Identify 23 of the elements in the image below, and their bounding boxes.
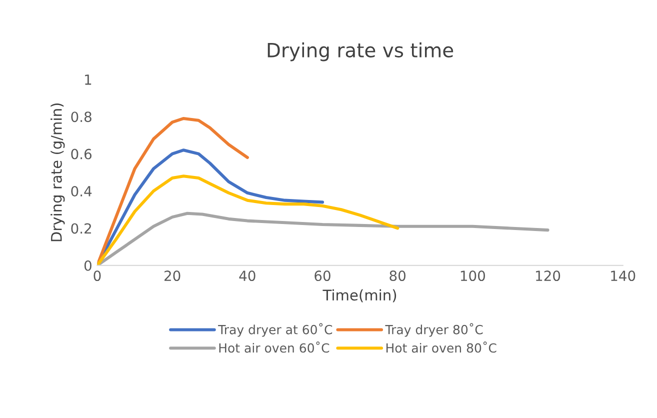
chart-title: Drying rate vs time — [268, 42, 454, 62]
x-tick-label: 140 — [611, 270, 636, 282]
legend-label: Hot air oven 80˚C — [386, 342, 496, 353]
y-tick-label: 0 — [84, 260, 92, 271]
line-series — [97, 212, 550, 266]
x-tick-label: 0 — [94, 270, 101, 282]
x-tick-label: 20 — [164, 270, 180, 282]
x-axis-title: Time(min) — [322, 289, 396, 302]
y-tick-label: 0.8 — [71, 112, 92, 122]
legend-label: Hot air oven 60˚C — [219, 342, 330, 353]
x-tick-label: 40 — [239, 270, 256, 282]
y-tick-label: 0.2 — [71, 223, 91, 234]
y-tick-label: 0.4 — [71, 186, 92, 196]
y-axis-title: Drying rate (g/min) — [50, 104, 65, 242]
line-series — [97, 174, 400, 266]
y-tick-label: 1 — [85, 74, 92, 85]
y-tick-label: 0.6 — [71, 148, 92, 160]
x-tick-label: 120 — [536, 270, 560, 282]
legend-label: Tray dryer 80˚C — [385, 323, 483, 337]
x-tick-label: 80 — [390, 270, 406, 282]
x-tick-label: 100 — [460, 270, 485, 282]
x-tick-label: 60 — [314, 270, 330, 282]
legend-label: Tray dryer at 60˚C — [218, 323, 332, 337]
